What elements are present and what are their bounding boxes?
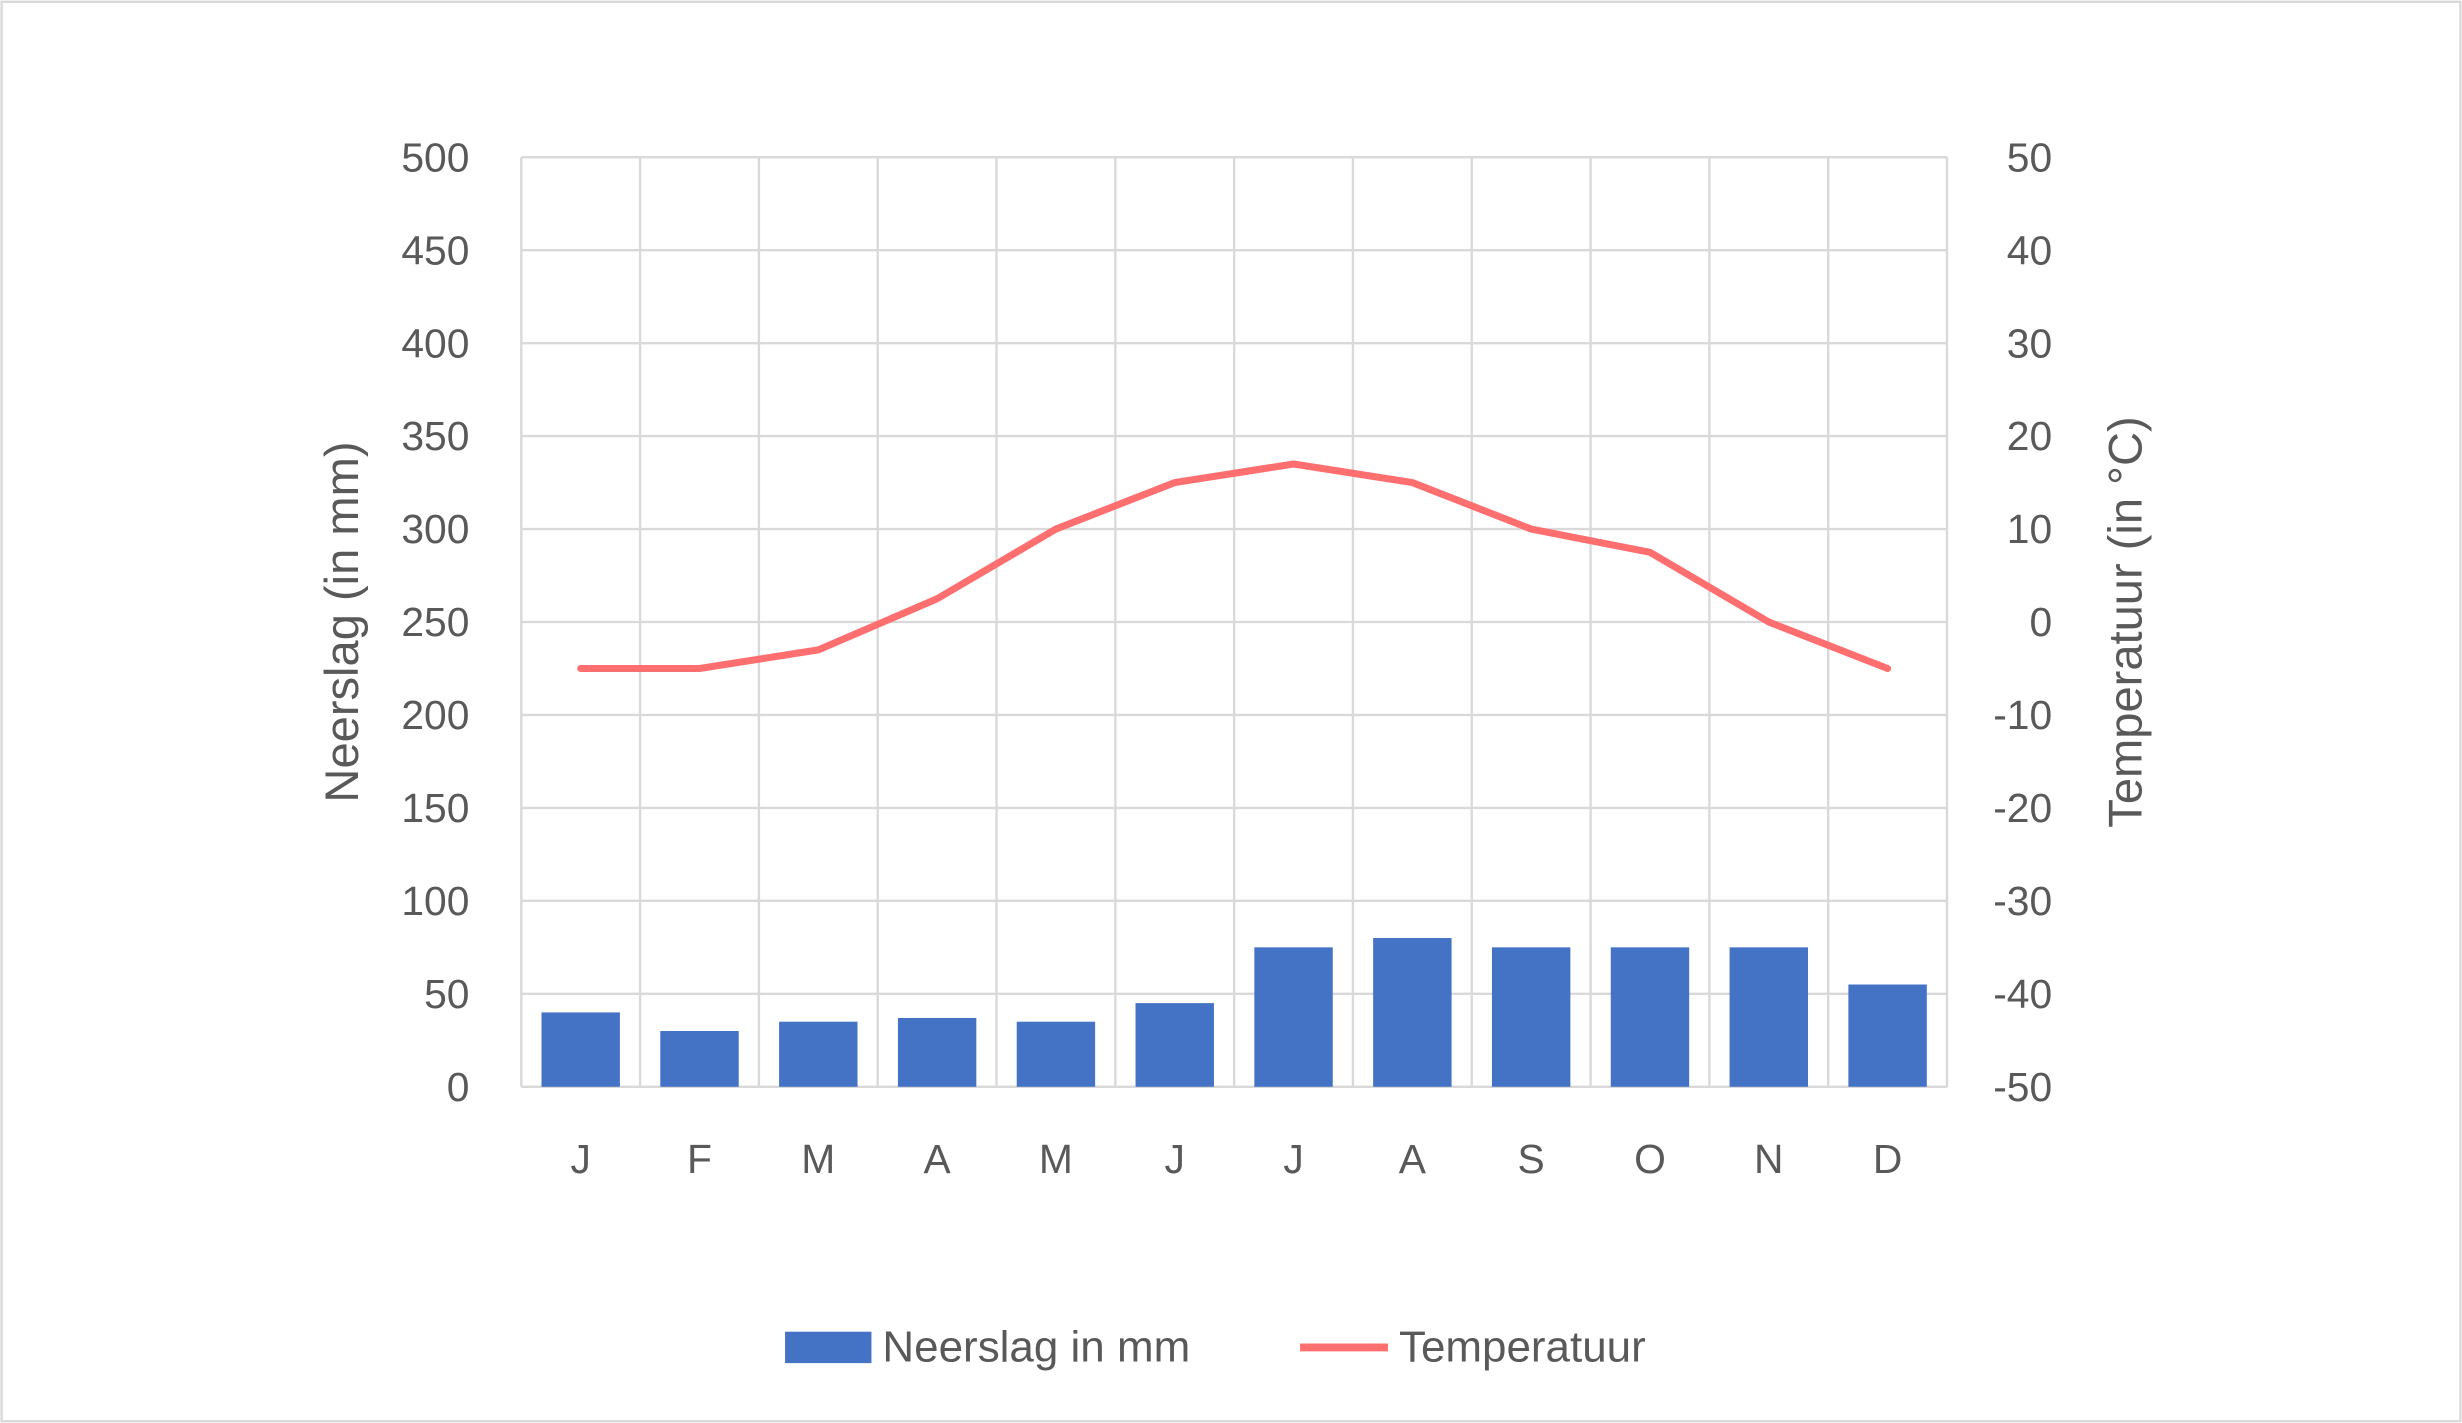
bar-0 — [541, 1012, 620, 1087]
right-tick-label: -40 — [1993, 971, 2052, 1017]
x-tick-label: N — [1754, 1136, 1783, 1182]
x-tick-label: D — [1873, 1136, 1902, 1182]
left-tick-label: 450 — [401, 227, 469, 273]
left-tick-label: 100 — [401, 878, 469, 924]
bar-10 — [1729, 947, 1808, 1087]
line-series — [577, 460, 1892, 673]
x-tick-label: A — [924, 1136, 952, 1182]
bar-8 — [1491, 947, 1571, 1087]
bar-5 — [1135, 1003, 1214, 1087]
left-tick-label: 50 — [424, 971, 469, 1017]
left-axis-ticks: 0 50 100 150 200 250 300 350 400 450 500 — [401, 134, 469, 1110]
gridlines — [520, 156, 1949, 1088]
left-tick-label: 250 — [401, 599, 469, 645]
right-tick-label: -10 — [1993, 692, 2052, 738]
bar-3 — [897, 1017, 977, 1087]
x-tick-label: M — [801, 1136, 835, 1182]
x-tick-label: A — [1399, 1136, 1427, 1182]
left-tick-label: 300 — [401, 506, 469, 552]
right-tick-label: -30 — [1993, 878, 2052, 924]
right-axis-title: Temperatuur (in °C) — [2099, 416, 2152, 827]
right-tick-label: 10 — [2007, 506, 2052, 552]
bar-series — [541, 938, 1927, 1087]
legend-swatch-bar — [785, 1331, 872, 1364]
right-tick-label: 50 — [2007, 134, 2052, 180]
right-tick-label: -20 — [1993, 785, 2052, 831]
bar-9 — [1610, 947, 1690, 1087]
legend-label-line: Temperatuur — [1399, 1323, 1646, 1372]
x-tick-label: J — [1283, 1136, 1303, 1182]
x-tick-label: O — [1634, 1136, 1666, 1182]
left-tick-label: 400 — [401, 320, 469, 366]
right-tick-label: 30 — [2007, 320, 2052, 366]
bar-7 — [1373, 938, 1452, 1087]
bar-2 — [779, 1021, 858, 1087]
right-tick-label: 20 — [2007, 413, 2052, 459]
right-axis-ticks: -50 -40 -30 -20 -10 0 10 20 30 40 50 — [1993, 134, 2052, 1110]
x-tick-label: S — [1518, 1136, 1545, 1182]
bar-11 — [1848, 984, 1927, 1087]
left-tick-label: 0 — [447, 1064, 470, 1110]
left-tick-label: 350 — [401, 413, 469, 459]
legend: Neerslag in mm Temperatuur — [785, 1323, 1646, 1372]
x-tick-label: J — [1165, 1136, 1185, 1182]
left-axis-title: Neerslag (in mm) — [315, 441, 368, 802]
legend-label-bar: Neerslag in mm — [882, 1323, 1190, 1372]
bar-6 — [1254, 947, 1333, 1087]
right-tick-label: 40 — [2007, 227, 2052, 273]
right-tick-label: 0 — [2029, 599, 2052, 645]
bar-4 — [1016, 1021, 1096, 1087]
left-tick-label: 200 — [401, 692, 469, 738]
x-tick-label: M — [1039, 1136, 1073, 1182]
left-tick-label: 500 — [401, 134, 469, 180]
right-tick-label: -50 — [1993, 1064, 2052, 1110]
bar-1 — [660, 1030, 739, 1087]
x-tick-label: J — [570, 1136, 590, 1182]
x-tick-label: F — [687, 1136, 712, 1182]
temperature-line — [577, 460, 1892, 673]
left-tick-label: 150 — [401, 785, 469, 831]
